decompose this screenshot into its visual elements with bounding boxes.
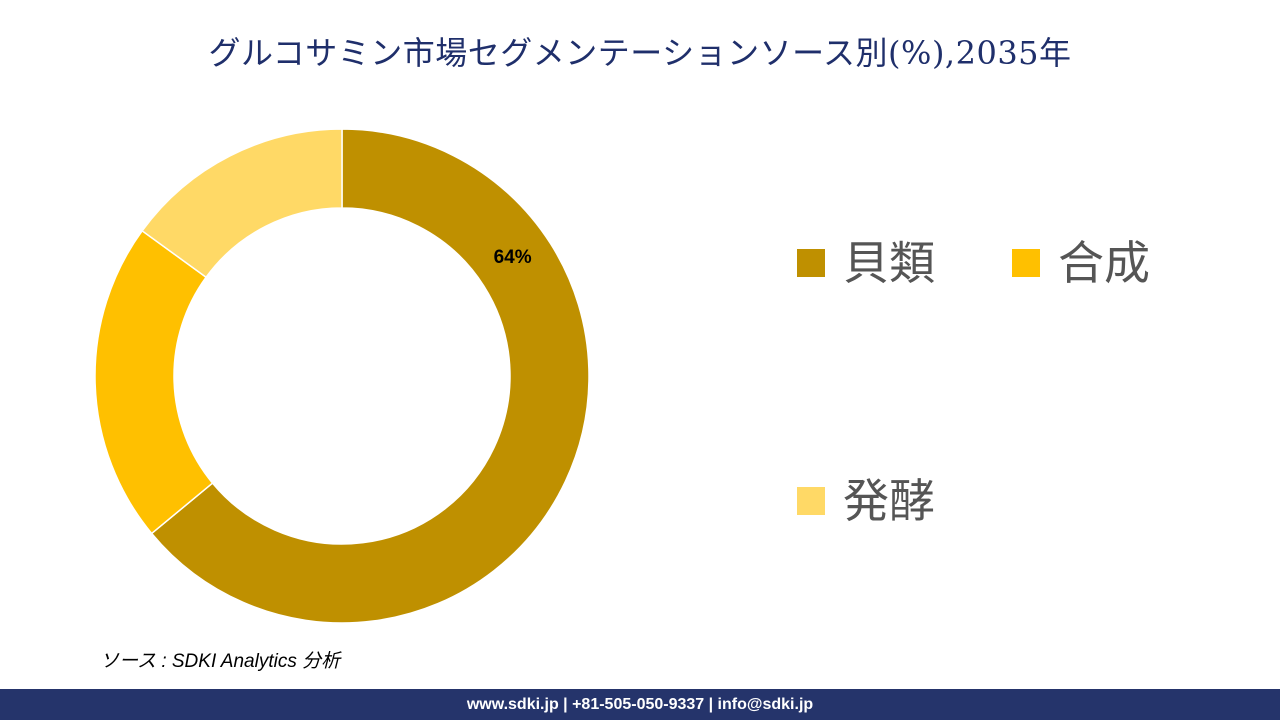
legend-label-fermentation: 発酵 [843,474,935,528]
legend-swatch-synthetic [1012,249,1040,277]
slice-fermentation [141,128,343,279]
legend-label-synthetic: 合成 [1058,236,1150,290]
legend-swatch-shellfish [797,249,825,277]
chart-title: グルコサミン市場セグメンテーションソース別(%),2035年 [208,34,1072,72]
legend-item-fermentation: 発酵 [797,478,935,524]
footer-contact: www.sdki.jp | +81-505-050-9337 | info@sd… [0,689,1280,720]
legend-swatch-fermentation [797,487,825,515]
slice-synthetic [94,229,214,535]
data-label-shellfish: 64% [494,247,532,268]
slice-shellfish [150,128,590,624]
donut-slices [94,128,590,624]
legend-item-synthetic: 合成 [1012,240,1150,286]
legend-label-shellfish: 貝類 [843,236,935,290]
legend-item-shellfish: 貝類 [797,240,935,286]
source-note: ソース : SDKI Analytics 分析 [100,651,341,672]
donut-data-labels: 64% [494,247,532,268]
